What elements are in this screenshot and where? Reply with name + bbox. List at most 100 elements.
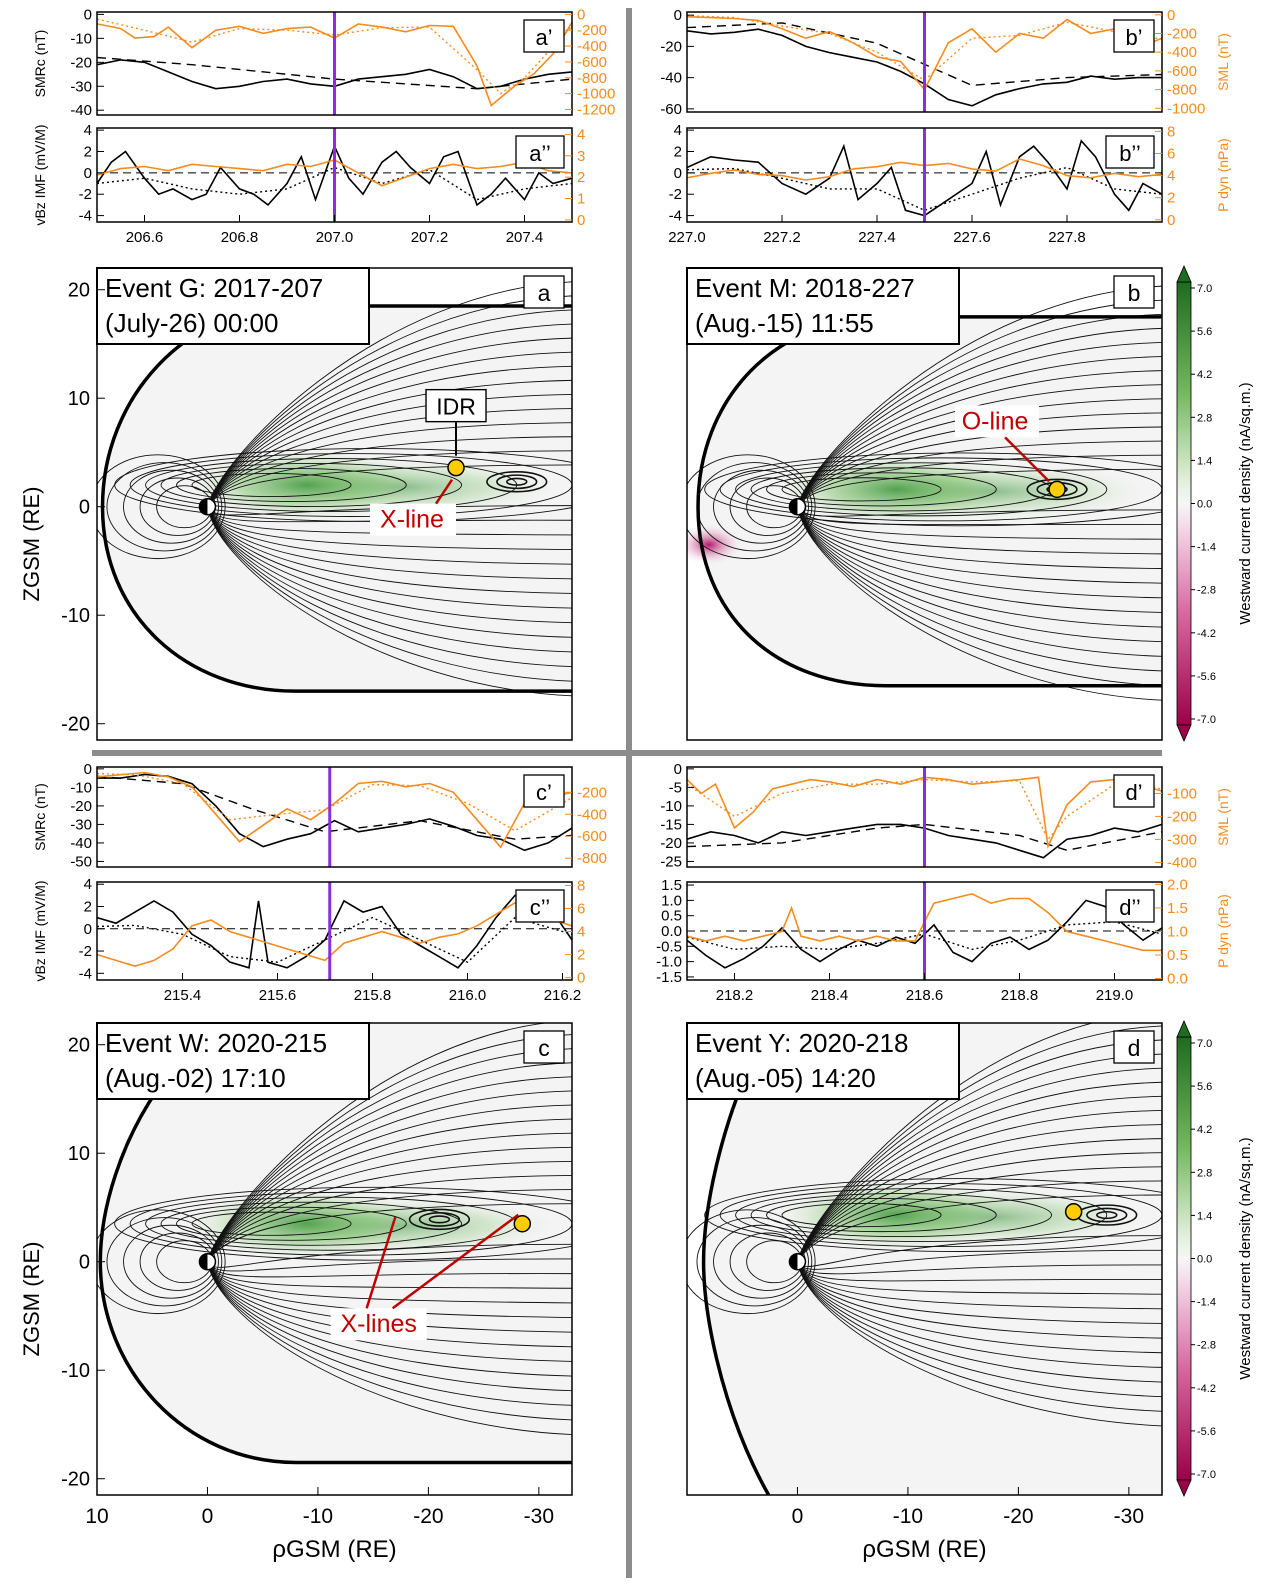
- x-tick-label: -30: [524, 1505, 554, 1528]
- y-tick-label-right: -600: [1167, 63, 1197, 80]
- panel-tag-box: [523, 19, 565, 53]
- y-tick-label-right: 0: [1167, 7, 1175, 24]
- y-tick-label-left: 0: [674, 165, 682, 182]
- earth-night-side: [789, 498, 798, 515]
- x-tick-label: 207.0: [316, 229, 354, 246]
- field-line-north: [797, 1194, 1162, 1262]
- y-tick-label-right: 4: [577, 924, 585, 941]
- reconnection-site-dot: [513, 1214, 532, 1233]
- y-tick-label-right: 1.5: [1167, 900, 1188, 917]
- plot-frame: [686, 766, 1163, 868]
- panel-c-prime: 0-10 -20-30 -40-50 -200 -400 -600 -800 c’ SMRc (…: [32, 761, 607, 871]
- y-tick-label-left: -20: [70, 54, 92, 71]
- field-line-south: [207, 1261, 572, 1362]
- y-tick-label: 10: [68, 1143, 90, 1165]
- plasmoid-loop: [1086, 1207, 1128, 1223]
- y-tick-label-left: -60: [660, 101, 682, 118]
- event-title: Event G: 2017-207: [105, 273, 323, 303]
- series-black-dotted-line: [686, 166, 1163, 212]
- y-tick-label: -20: [61, 1469, 90, 1491]
- panel-tag-box: [1113, 275, 1155, 309]
- x-tick-label: 206.6: [126, 229, 164, 246]
- field-line-north: [797, 398, 1162, 507]
- field-line-south: [797, 1261, 1162, 1339]
- field-line-south: [207, 1261, 572, 1289]
- field-line-north: [207, 1048, 572, 1262]
- y-tick-label-left: 2: [84, 899, 92, 916]
- event-title: Event M: 2018-227: [695, 273, 915, 303]
- y-tick-label-left: -15: [660, 816, 682, 833]
- y-axis-label-left: SMRc (nT): [32, 783, 48, 851]
- dayside-closed-loop: [687, 1209, 816, 1315]
- series-black-dashed-line: [96, 775, 573, 840]
- y-tick-label-left: 0: [84, 921, 92, 938]
- colorbar-tick-label: 5.6: [1197, 326, 1212, 338]
- y-axis-label-right: SML (nT): [1215, 788, 1231, 846]
- plot-frame: [96, 766, 573, 868]
- colorbar-bottom-arrow: [1176, 724, 1192, 742]
- dayside-closed-loop: [123, 469, 219, 544]
- y-tick-label-left: -1.0: [656, 954, 682, 971]
- x-tick-label: 218.6: [906, 987, 944, 1004]
- y-tick-label-left: -10: [660, 798, 682, 815]
- nightside-closed-loop: [160, 463, 462, 508]
- x-tick-label: 218.2: [716, 987, 754, 1004]
- colorbar-tick-label: 1.4: [1197, 1210, 1212, 1222]
- series-black-solid-line: [96, 894, 573, 969]
- field-line-south: [797, 506, 1162, 701]
- event-title: Event Y: 2020-218: [695, 1028, 908, 1058]
- y-tick-label: -20: [61, 714, 90, 736]
- nightside-closed-loop: [704, 452, 1162, 527]
- panel-tag-box: [1113, 19, 1155, 53]
- y-tick-label-left: -0.5: [656, 938, 682, 955]
- field-line-south: [797, 1261, 1162, 1275]
- panel-tag-box: [523, 275, 565, 309]
- x-tick-label: 227.8: [1048, 229, 1086, 246]
- negative-current-patch: [687, 524, 743, 565]
- panel-b-doubleprime: 4 2 0 -2 -4 8 6 4 2 0 227.0 227.2 227.4 227.6 227.8 b’’…: [668, 122, 1231, 246]
- dayside-closed-loop: [123, 1224, 219, 1299]
- field-line-south: [797, 506, 1162, 584]
- y-tick-label-left: -2: [79, 943, 92, 960]
- y-tick-label-right: -1000: [1167, 100, 1205, 117]
- colorbar-scale: [1176, 1036, 1192, 1481]
- y-tick-label-right: 3: [577, 148, 585, 165]
- y-tick-label-left: 4: [84, 122, 92, 139]
- nightside-closed-loop: [129, 1191, 572, 1256]
- field-lines: [687, 285, 1162, 701]
- event-title-box: [686, 267, 960, 345]
- y-tick-label-right: 0: [577, 6, 585, 23]
- y-tick-label-right: 2: [1167, 190, 1175, 207]
- colorbar-tick-label: -5.6: [1197, 1426, 1216, 1438]
- plasmoid-loop: [428, 1215, 451, 1224]
- panel-tag: d’: [1125, 780, 1142, 805]
- y-tick-label-left: -50: [70, 853, 92, 870]
- y-tick-label-right: -600: [577, 828, 607, 845]
- colorbar-tick-label: 0.0: [1197, 1254, 1212, 1266]
- y-tick-label-right: 8: [1167, 123, 1175, 140]
- plasmoid-loop: [408, 1208, 471, 1231]
- x-tick-label: 215.4: [164, 987, 202, 1004]
- field-line-south: [797, 1261, 1162, 1354]
- field-line-north: [207, 351, 572, 507]
- field-line-north: [797, 1166, 1162, 1262]
- x-tick-label: 0: [792, 1505, 804, 1528]
- y-tick-label-right: -200: [1167, 808, 1197, 825]
- colorbar-tick-label: 0.0: [1197, 499, 1212, 511]
- y-tick-label-left: 0.0: [661, 923, 682, 940]
- y-tick-label-right: -800: [1167, 82, 1197, 99]
- x-tick-label: -20: [413, 1505, 443, 1528]
- colorbar-label: Westward current density (nA/sq.m.): [1237, 1137, 1254, 1379]
- y-axis-label-left: SMRc (nT): [32, 30, 48, 98]
- y-tick-label-right: 6: [1167, 145, 1175, 162]
- y-tick-label-left: 4: [84, 876, 92, 893]
- field-line-north: [207, 337, 572, 507]
- y-tick-label-left: -10: [70, 30, 92, 47]
- series-orange-solid-line: [686, 892, 1162, 952]
- y-tick-label: -10: [61, 1360, 90, 1382]
- colorbar-tick-label: -4.2: [1197, 1383, 1216, 1395]
- y-tick-label: 0: [79, 497, 90, 519]
- panel-tag-box: [1105, 135, 1155, 169]
- field-line-north: [797, 1180, 1162, 1262]
- y-tick-label-left: -4: [79, 208, 92, 225]
